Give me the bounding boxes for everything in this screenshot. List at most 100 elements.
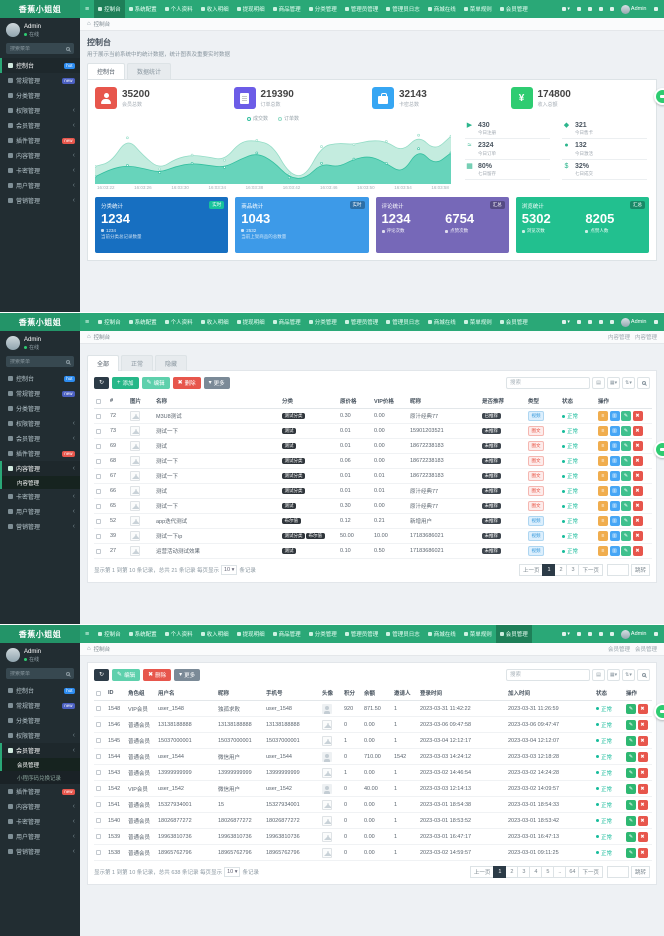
column-header[interactable]: 昵称 — [216, 686, 264, 701]
search-button[interactable] — [637, 377, 650, 389]
tab-2[interactable]: 数据统计 — [127, 63, 172, 79]
tab-2[interactable]: 正常 — [121, 355, 154, 371]
column-header[interactable]: 是否推荐 — [480, 394, 526, 409]
sidebar-item-5[interactable]: 会员管理 ‹ — [0, 118, 80, 133]
sidebar-item-2[interactable]: 常规管理 new — [0, 73, 80, 88]
topnav-item-10[interactable]: 商城在线 — [424, 625, 460, 643]
add-button[interactable]: + 添加 — [112, 377, 139, 389]
sidebar-item-2[interactable]: 常规管理 new — [0, 698, 80, 713]
topnav-item-7[interactable]: 分类管理 — [305, 313, 341, 331]
row-checkbox[interactable] — [96, 706, 101, 711]
legend-item[interactable]: 订单数 — [278, 115, 299, 122]
detail-button[interactable]: ≡ — [598, 531, 608, 541]
topnav-item-2[interactable]: 系统配置 — [125, 625, 161, 643]
column-header[interactable]: 图片 — [128, 394, 154, 409]
sort-button[interactable]: ⇅▾ — [622, 669, 635, 681]
detail-button[interactable]: ≡ — [598, 456, 608, 466]
row-checkbox[interactable] — [96, 458, 101, 464]
detail-button[interactable]: ≡ — [598, 441, 608, 451]
edit-row-button[interactable]: ✎ — [626, 719, 636, 730]
row-checkbox[interactable] — [96, 488, 101, 494]
support-fab[interactable] — [654, 88, 664, 105]
clear-cache-icon[interactable] — [595, 313, 606, 331]
sidebar-item-3[interactable]: 分类管理 — [0, 88, 80, 103]
delete-row-button[interactable]: ✖ — [632, 516, 643, 526]
sidebar-item-8[interactable]: 卡密管理 ‹ — [0, 163, 80, 178]
apps-dropdown[interactable]: ▾ — [559, 313, 574, 331]
edit-row-button[interactable]: ✎ — [626, 783, 636, 794]
edit-row-button[interactable]: ✎ — [626, 799, 636, 810]
page-button-下一页[interactable]: 下一页 — [578, 866, 603, 878]
row-checkbox[interactable] — [96, 722, 101, 727]
row-checkbox[interactable] — [96, 473, 101, 479]
copy-button[interactable]: ▥ — [609, 546, 620, 556]
sidebar-item-3[interactable]: 分类管理 — [0, 401, 80, 416]
close-tabs-icon[interactable] — [606, 0, 617, 18]
card-badge[interactable]: 汇总 — [630, 201, 645, 209]
copy-button[interactable]: ▥ — [609, 411, 620, 421]
edit-row-button[interactable]: ✎ — [626, 703, 636, 714]
topnav-item-6[interactable]: 商品管理 — [269, 625, 305, 643]
sidebar-item-9[interactable]: 用户管理 ‹ — [0, 178, 80, 193]
copy-button[interactable]: ▥ — [609, 486, 620, 496]
delete-button[interactable]: ✖ 删除 — [143, 669, 172, 681]
delete-row-button[interactable]: ✖ — [632, 546, 643, 556]
edit-row-button[interactable]: ✎ — [626, 751, 636, 762]
topnav-item-12[interactable]: 会员管理 — [496, 313, 532, 331]
delete-row-button[interactable]: ✖ — [632, 531, 643, 541]
topnav-item-11[interactable]: 菜单规则 — [460, 625, 496, 643]
breadcrumb-label[interactable]: 控制台 — [93, 22, 111, 28]
topnav-item-6[interactable]: 商品管理 — [269, 0, 305, 18]
topnav-item-1[interactable]: 控制台 — [94, 625, 125, 643]
page-button-1[interactable]: 1 — [542, 564, 556, 576]
sidebar-search-input[interactable] — [10, 45, 60, 52]
topnav-item-1[interactable]: 控制台 — [94, 313, 125, 331]
refresh-button[interactable]: ↻ — [94, 669, 110, 681]
row-checkbox[interactable] — [96, 850, 101, 855]
detail-button[interactable]: ≡ — [598, 516, 608, 526]
edit-row-button[interactable]: ✎ — [621, 501, 631, 511]
delete-row-button[interactable]: ✖ — [632, 426, 643, 436]
row-checkbox[interactable] — [96, 548, 101, 554]
bell-icon[interactable] — [584, 625, 595, 643]
sidebar-item-6[interactable]: 插件管理 new — [0, 133, 80, 148]
row-checkbox[interactable] — [96, 754, 101, 759]
sidebar-item-3[interactable]: 分类管理 — [0, 713, 80, 728]
card-badge[interactable]: 实时 — [209, 201, 225, 209]
delete-button[interactable]: ✖ 删除 — [172, 377, 201, 389]
jump-page-input[interactable] — [606, 866, 629, 878]
copy-button[interactable]: ▥ — [609, 441, 620, 451]
detail-button[interactable]: ≡ — [598, 426, 608, 436]
topnav-item-5[interactable]: 提现明细 — [233, 313, 269, 331]
topnav-item-2[interactable]: 系统配置 — [125, 313, 161, 331]
column-header[interactable]: 状态 — [560, 394, 596, 409]
close-tabs-icon[interactable] — [606, 313, 617, 331]
card-badge[interactable]: 汇总 — [489, 201, 505, 209]
topnav-item-2[interactable]: 系统配置 — [125, 0, 161, 18]
column-header[interactable]: # — [108, 394, 128, 409]
edit-row-button[interactable]: ✎ — [621, 486, 631, 496]
edit-row-button[interactable]: ✎ — [621, 441, 631, 451]
filter-button[interactable]: ▤ — [592, 669, 605, 681]
column-header[interactable]: 名称 — [154, 394, 280, 409]
sidebar-subitem-1[interactable]: 内容管理 — [0, 476, 80, 490]
edit-row-button[interactable]: ✎ — [621, 516, 631, 526]
column-header[interactable]: 昵称 — [408, 394, 480, 409]
jump-page-input[interactable] — [606, 564, 629, 576]
topnav-item-10[interactable]: 商城在线 — [424, 313, 460, 331]
detail-button[interactable]: ≡ — [598, 486, 608, 496]
column-header[interactable]: 登录时间 — [418, 686, 506, 701]
copy-button[interactable]: ▥ — [609, 531, 620, 541]
sidebar-item-4[interactable]: 权限管理 ‹ — [0, 728, 80, 743]
row-checkbox[interactable] — [96, 533, 101, 539]
topnav-item-12[interactable]: 会员管理 — [495, 625, 532, 643]
sidebar-item-9[interactable]: 用户管理 ‹ — [0, 829, 80, 844]
column-header[interactable]: 头像 — [320, 686, 342, 701]
edit-row-button[interactable]: ✎ — [621, 531, 631, 541]
column-header[interactable]: 状态 — [594, 686, 624, 701]
copy-button[interactable]: ▥ — [609, 426, 620, 436]
settings-button[interactable] — [650, 0, 661, 18]
delete-row-button[interactable]: ✖ — [637, 831, 648, 842]
delete-row-button[interactable]: ✖ — [632, 471, 643, 481]
topnav-item-5[interactable]: 提现明细 — [233, 625, 269, 643]
